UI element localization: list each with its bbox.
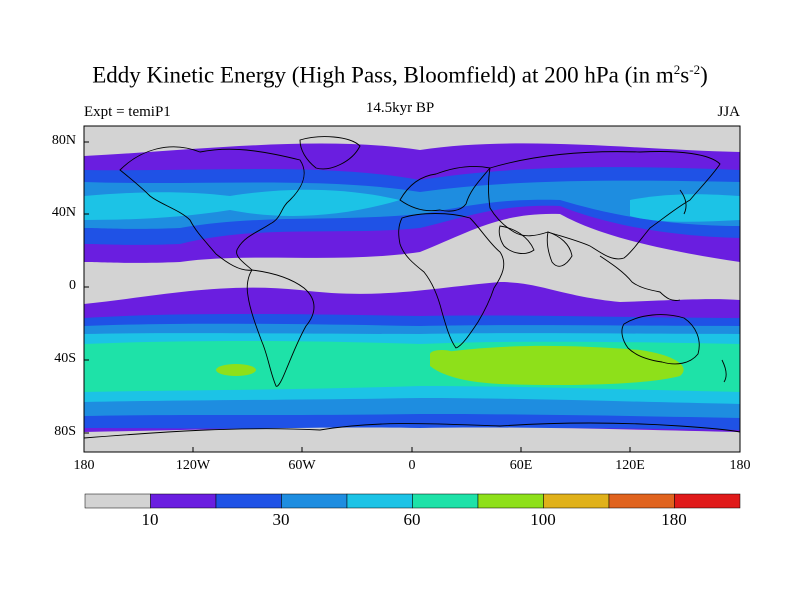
sh-yellowgreen-spot: [216, 364, 256, 376]
colorbar: [84, 493, 741, 509]
colorbar-box-9: [674, 493, 741, 509]
coastlines: [83, 136, 741, 439]
subtitle: 14.5kyr BP: [365, 100, 435, 116]
coast-india: [546, 231, 573, 267]
colorbar-label-180: 180: [661, 510, 687, 529]
ylabel-80s: 80S: [54, 424, 76, 439]
colorbar-label-100: 100: [530, 510, 556, 529]
coast-australia: [621, 314, 700, 365]
xlabel-0: 0: [408, 458, 416, 473]
xlabel-60w: 60W: [288, 458, 316, 473]
coast-asia: [488, 151, 721, 260]
eke-map: [83, 125, 741, 453]
chart-title: Eddy Kinetic Energy (High Pass, Bloomfie…: [0, 62, 800, 89]
nh-lightblue-band: [84, 180, 740, 229]
colorbar-label-30: 30: [272, 510, 290, 529]
colorbar-box-3: [281, 493, 348, 509]
nh-cyan-core-pacific: [630, 194, 740, 222]
title-end: ): [700, 62, 708, 88]
colorbar-box-4: [346, 493, 413, 509]
xlabel-180w: 180: [73, 458, 95, 473]
coast-southeast-asia: [599, 255, 681, 301]
coast-africa: [398, 213, 505, 349]
nh-cyan-core-atlantic: [84, 189, 400, 220]
xlabel-60e: 60E: [509, 458, 533, 473]
colorbar-box-7: [543, 493, 610, 509]
experiment-label: Expt = temiP1: [84, 104, 171, 120]
colorbar-label-10: 10: [141, 510, 159, 529]
colorbar-box-8: [608, 493, 675, 509]
coast-north-america: [119, 146, 305, 271]
coast-arabia: [498, 225, 535, 254]
ylabel-0: 0: [69, 278, 76, 293]
axis-ticks: [84, 141, 631, 452]
xlabel-180e: 180: [729, 458, 751, 473]
season-label: JJA: [717, 104, 740, 120]
ylabel-40n: 40N: [51, 205, 76, 220]
title-mid: s: [680, 62, 690, 88]
coast-south-america: [246, 269, 315, 387]
colorbar-box-2: [215, 493, 282, 509]
colorbar-label-60: 60: [403, 510, 421, 529]
colorbar-box-5: [412, 493, 479, 509]
colorbar-box-1: [150, 493, 217, 509]
ylabel-40s: 40S: [54, 351, 76, 366]
coast-greenland: [299, 136, 361, 170]
coast-antarctica: [83, 422, 741, 439]
colorbar-box-0: [84, 493, 151, 509]
coast-europe: [399, 165, 491, 212]
sh-yellowgreen-core: [430, 345, 684, 386]
coast-japan: [679, 189, 687, 215]
xlabel-120w: 120W: [175, 458, 211, 473]
sh-yellowgreen-spot-2: [430, 350, 454, 358]
title-sup-2: 2: [673, 62, 681, 77]
colorbar-box-6: [477, 493, 544, 509]
xlabel-120e: 120E: [615, 458, 645, 473]
ylabel-80n: 80N: [51, 133, 76, 148]
coast-new-zealand: [721, 359, 727, 383]
south-polar-gray: [84, 427, 740, 452]
title-main: Eddy Kinetic Energy (High Pass, Bloomfie…: [92, 62, 674, 88]
title-sup-minus2: -2: [689, 62, 701, 77]
